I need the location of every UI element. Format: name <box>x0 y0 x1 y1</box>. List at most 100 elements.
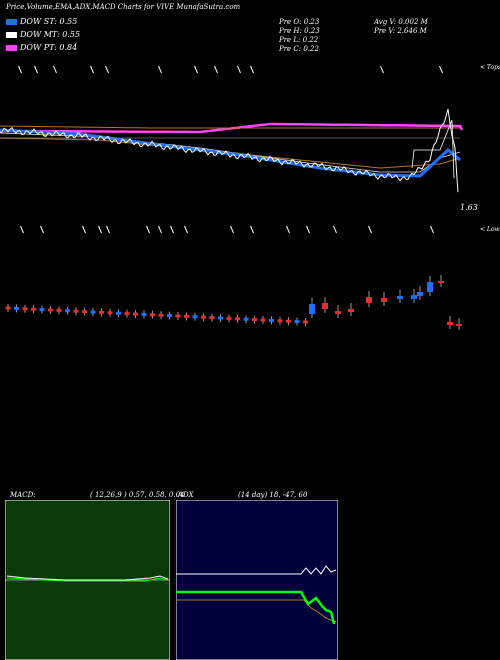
price-spike-line <box>411 119 455 179</box>
candle-body <box>150 313 155 317</box>
adx-panel <box>176 500 338 660</box>
candle-body <box>218 316 223 320</box>
stat-prev-open: Pre O: 0.23 <box>279 18 320 26</box>
candle-body <box>192 315 198 319</box>
candle-body <box>39 308 45 312</box>
candle-body <box>158 313 164 317</box>
candle-body <box>48 308 53 312</box>
candle-body <box>175 314 181 318</box>
candle-body <box>82 310 87 314</box>
price-chart <box>0 65 464 330</box>
low-marker <box>250 225 254 234</box>
candle-body <box>226 316 232 320</box>
low-marker <box>333 225 337 234</box>
top-marker <box>105 65 109 74</box>
legend-dow-pt-label: DOW PT: 0.84 <box>20 43 78 52</box>
low-marker <box>106 225 110 234</box>
top-marker <box>18 65 22 74</box>
candle-body <box>14 306 19 310</box>
adx-params: (14 day) 18, -47, 60 <box>238 491 308 499</box>
candle-body <box>141 312 147 316</box>
macd-params: ( 12,26,9 ) 0.57, 0.58, 0.04 <box>90 491 185 499</box>
ema-lines <box>0 108 464 193</box>
candle-body <box>366 297 372 303</box>
bottom-markers <box>20 225 434 234</box>
legend-swatch-pt <box>6 45 17 51</box>
candle-body <box>303 320 308 324</box>
top-marker <box>237 65 241 74</box>
adx-plus-di-line <box>176 590 336 625</box>
low-marker <box>306 225 310 234</box>
top-markers <box>18 65 443 74</box>
adx-frame <box>176 500 338 660</box>
legend-swatch-st <box>6 19 17 25</box>
legend-dow-pt: DOW PT: 0.84 <box>6 43 77 53</box>
macd-panel <box>5 500 170 660</box>
candle-body <box>5 306 11 310</box>
legend-dow-mt-label: DOW MT: 0.55 <box>20 30 81 39</box>
candle-body <box>90 310 96 314</box>
candle-body <box>252 318 257 322</box>
candle-body <box>235 317 240 321</box>
low-marker <box>368 225 372 234</box>
candle-body <box>65 309 70 313</box>
candle-body <box>133 312 138 316</box>
top-marker <box>158 65 162 74</box>
candle-body <box>286 319 291 323</box>
low-marker <box>170 225 174 234</box>
candle-body <box>116 311 121 315</box>
top-marker <box>90 65 94 74</box>
top-marker <box>380 65 384 74</box>
adx-label: ADX <box>178 491 194 499</box>
candle-body <box>243 317 249 321</box>
last-price-label: 1.63 <box>460 203 478 212</box>
low-marker <box>158 225 162 234</box>
candle-body <box>411 295 417 299</box>
top-marker <box>214 65 218 74</box>
candle-body <box>381 298 387 302</box>
tops-label: < Tops <box>480 64 500 71</box>
candle-body <box>269 318 274 322</box>
candle-body <box>167 314 172 318</box>
top-marker <box>194 65 198 74</box>
candle-body <box>427 282 433 292</box>
candle-body <box>99 310 104 314</box>
low-marker <box>20 225 24 234</box>
legend-dow-st-label: DOW ST: 0.55 <box>20 17 78 26</box>
stat-prev-close: Pre C: 0.22 <box>279 45 319 53</box>
candle-body <box>309 304 315 314</box>
candle-body <box>447 322 453 325</box>
price-line <box>0 108 459 193</box>
chart-title: Price,Volume,EMA,ADX,MACD Charts for VIV… <box>6 3 241 11</box>
low-marker <box>98 225 102 234</box>
top-marker <box>34 65 38 74</box>
low-marker <box>430 225 434 234</box>
adx-line <box>176 565 337 575</box>
candle-body <box>335 311 341 314</box>
candle-body <box>56 308 62 312</box>
candle-body <box>260 318 266 322</box>
candle-body <box>124 312 130 316</box>
candle-body <box>209 316 215 320</box>
candle-body <box>417 292 423 296</box>
legend-dow-st: DOW ST: 0.55 <box>6 17 77 27</box>
low-marker <box>82 225 86 234</box>
ema-blue-line <box>0 128 461 178</box>
stat-prev-high: Pre H: 0.23 <box>279 27 320 35</box>
top-marker <box>250 65 254 74</box>
stat-avg-volume: Avg V: 0.002 M <box>374 18 428 26</box>
candle-body <box>201 315 206 319</box>
stat-prev-low: Pre L: 0.22 <box>279 36 319 44</box>
candles <box>5 275 462 330</box>
macd-signal-line <box>6 577 169 582</box>
legend-swatch-mt <box>6 32 17 38</box>
ema-brown-flat-line <box>0 125 460 129</box>
candle-body <box>277 319 283 323</box>
low-marker <box>286 225 290 234</box>
macd-label: MACD: <box>10 491 36 499</box>
legend-dow-mt: DOW MT: 0.55 <box>6 30 80 40</box>
candle-body <box>107 311 113 315</box>
lows-label: < Lows <box>480 226 500 233</box>
candle-body <box>438 281 444 283</box>
candle-body <box>184 314 189 318</box>
